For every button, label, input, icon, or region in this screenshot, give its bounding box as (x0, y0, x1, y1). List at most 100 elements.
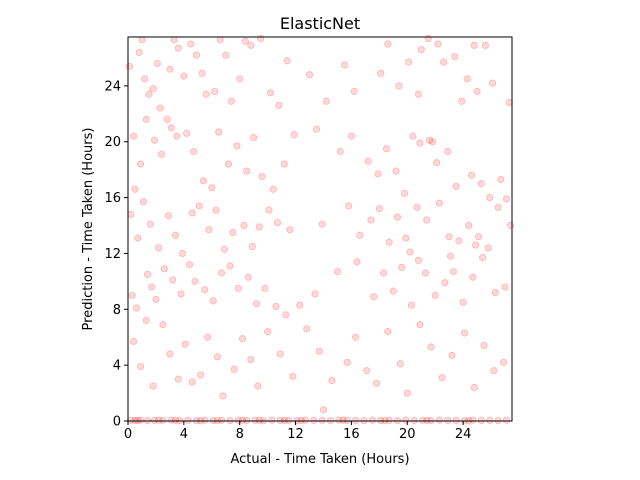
scatter-point (444, 147, 452, 156)
scatter-point (377, 69, 385, 77)
scatter-point (392, 167, 400, 175)
scatter-point (435, 416, 443, 424)
scatter-point (451, 52, 459, 61)
scatter-point (395, 82, 403, 90)
scatter-point (372, 379, 381, 387)
scatter-point (248, 242, 256, 251)
scatter-point (465, 221, 473, 230)
scatter-point (339, 416, 347, 424)
scatter-point (181, 340, 189, 348)
scatter-point (269, 185, 277, 193)
scatter-point (212, 206, 220, 214)
scatter-point (452, 416, 460, 424)
scatter-point (129, 337, 138, 346)
scatter-point (484, 244, 492, 252)
scatter-point (203, 333, 212, 341)
scatter-point (268, 416, 276, 424)
scatter-point (310, 416, 318, 425)
scatter-point (473, 87, 481, 96)
scatter-point (318, 416, 326, 424)
scatter-point (166, 65, 174, 73)
scatter-point (171, 416, 180, 424)
scatter-point (257, 34, 265, 43)
y-tick-label: 12 (104, 247, 121, 262)
scatter-point (251, 416, 259, 424)
scatter-point (452, 182, 460, 191)
scatter-point (449, 267, 457, 276)
y-tick-label: 4 (113, 359, 121, 374)
scatter-point (230, 365, 238, 373)
scatter-point (163, 115, 171, 123)
scatter-point (384, 328, 392, 336)
scatter-point (318, 220, 326, 228)
scatter-point (481, 41, 490, 49)
scatter-point (441, 279, 449, 287)
scatter-point (419, 416, 427, 424)
scatter-point (173, 132, 181, 140)
scatter-point (243, 416, 251, 425)
scatter-point (191, 277, 199, 285)
scatter-point (421, 269, 430, 277)
scatter-point (217, 416, 226, 424)
scatter-point (393, 213, 402, 221)
scatter-point (199, 177, 207, 185)
scatter-point (148, 283, 156, 291)
x-tick-label: 0 (124, 427, 132, 442)
scatter-point (305, 71, 314, 79)
scatter-point (467, 171, 476, 179)
scatter-point (167, 416, 175, 424)
scatter-point (185, 261, 194, 269)
scatter-point (208, 184, 216, 192)
x-axis-label: Actual - Time Taken (Hours) (230, 452, 409, 467)
scatter-point (491, 288, 499, 297)
scatter-point (345, 202, 353, 210)
y-tick-label: 16 (104, 191, 121, 206)
scatter-point (480, 341, 488, 350)
scatter-point (445, 233, 453, 241)
scatter-point (500, 358, 508, 366)
scatter-point (405, 58, 413, 66)
scatter-point (407, 301, 416, 309)
x-axis: 0 4 8 12 16 20 24 (124, 421, 472, 442)
scatter-point (125, 62, 133, 70)
plot-area-frame (127, 36, 513, 422)
scatter-point (343, 358, 351, 366)
scatter-point (322, 97, 330, 105)
scatter-point (266, 89, 275, 97)
scatter-point (280, 416, 288, 425)
scatter-point (166, 350, 174, 358)
scatter-point (188, 209, 196, 217)
scatter-point (174, 375, 182, 383)
scatter-point (283, 57, 291, 65)
scatter-point (343, 416, 351, 425)
scatter-point (350, 87, 358, 96)
scatter-point (155, 416, 163, 424)
scatter-point (209, 416, 217, 425)
scatter-point (403, 389, 411, 397)
scatter-point (275, 101, 283, 110)
scatter-point (367, 216, 375, 224)
scatter-point (340, 61, 349, 69)
scatter-point (250, 133, 258, 142)
scatter-point (157, 150, 166, 158)
scatter-point (241, 37, 249, 45)
scatter-point (406, 248, 414, 256)
scatter-point (236, 75, 244, 83)
scatter-point (311, 290, 319, 298)
x-tick-label: 16 (343, 427, 360, 442)
scatter-point (146, 220, 154, 228)
scatter-point (244, 273, 252, 281)
scatter-point (370, 293, 378, 301)
scatter-point (385, 238, 393, 246)
scatter-point (174, 44, 182, 52)
scatter-point (276, 350, 284, 358)
scatter-point (431, 291, 439, 299)
scatter-point (469, 416, 477, 424)
scatter-point (446, 252, 455, 260)
scatter-point (132, 304, 140, 312)
x-tick-label: 24 (455, 427, 472, 442)
scatter-point (335, 416, 343, 424)
scatter-point (258, 173, 266, 181)
scatter-point (398, 263, 406, 271)
scatter-point (134, 234, 142, 242)
